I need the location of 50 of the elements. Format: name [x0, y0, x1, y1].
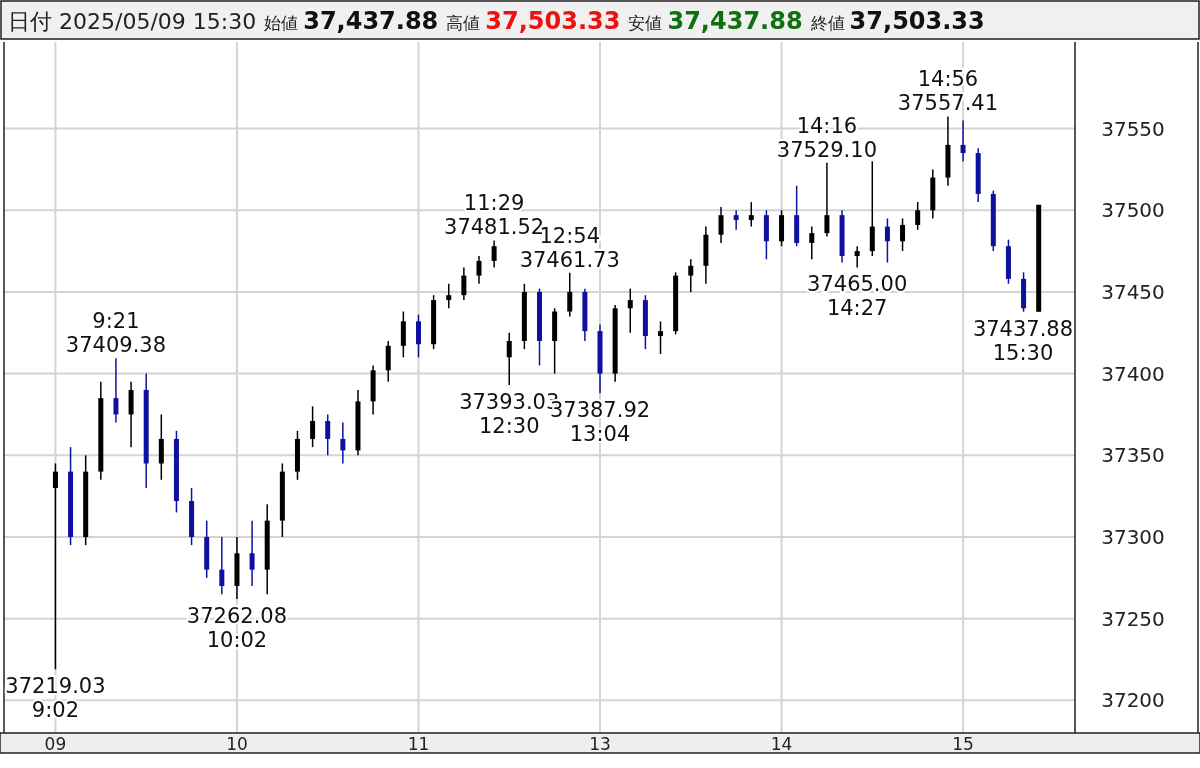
- candlestick: [506, 332, 512, 386]
- candlestick: [415, 314, 421, 359]
- x-tick-label: 13: [589, 734, 611, 754]
- annotation: 14:16 37529.10: [776, 113, 878, 162]
- candlestick: [567, 272, 573, 318]
- candlestick: [900, 217, 906, 252]
- chart-title: 日付 2025/05/09 15:30: [8, 9, 257, 34]
- annotation: 14:56 37557.41: [897, 67, 999, 116]
- x-tick-label: 10: [226, 734, 248, 754]
- candlestick: [809, 225, 815, 261]
- y-tick-label: 37200: [1101, 688, 1165, 713]
- x-tick-label: 09: [44, 734, 67, 754]
- candlestick: [52, 462, 58, 670]
- candlestick: [249, 519, 255, 587]
- candlestick: [915, 201, 921, 231]
- annotation: 37262.08 10:02: [186, 603, 288, 652]
- y-tick-label: 37550: [1101, 116, 1165, 141]
- candlestick: [733, 209, 739, 231]
- candlestick: [461, 266, 467, 301]
- candlestick: [310, 405, 316, 448]
- x-tick-label: 14: [770, 734, 793, 754]
- candlestick: [824, 161, 830, 238]
- candlestick: [325, 413, 331, 457]
- candlestick: [960, 119, 966, 162]
- annotation: 37465.00 14:27: [807, 272, 908, 321]
- candlestick: [884, 217, 890, 264]
- candlestick: [854, 245, 860, 269]
- annotation: 37437.88 15:30: [972, 316, 1074, 365]
- y-tick-label: 37500: [1101, 198, 1165, 223]
- candlestick: [476, 255, 482, 285]
- candlestick: [219, 536, 225, 595]
- annotation: 37219.03 9:02: [5, 674, 106, 723]
- x-tick-label: 11: [407, 734, 430, 754]
- y-tick-label: 37300: [1101, 524, 1165, 549]
- header: 日付 2025/05/09 15:30 始値 37,437.88 高値 37,503.33 安値 37,437.88 終値 37,503.33: [0, 0, 1200, 40]
- y-tick-label: 37400: [1101, 361, 1165, 386]
- candlestick: [658, 320, 664, 355]
- candlestick: [627, 287, 633, 334]
- candlestick: [113, 357, 119, 424]
- annotation: 9:21 37409.38: [65, 309, 167, 358]
- candlestick: [446, 283, 452, 310]
- candlestick: [718, 206, 724, 244]
- y-tick-label: 37350: [1101, 443, 1165, 468]
- candlestick: [748, 201, 754, 228]
- y-tick-label: 37450: [1101, 279, 1165, 304]
- candlestick: [340, 421, 346, 465]
- x-tick-label: 15: [952, 734, 974, 754]
- candlestick: [491, 239, 497, 269]
- candlestick: [688, 258, 694, 293]
- y-tick-label: 37250: [1101, 606, 1165, 631]
